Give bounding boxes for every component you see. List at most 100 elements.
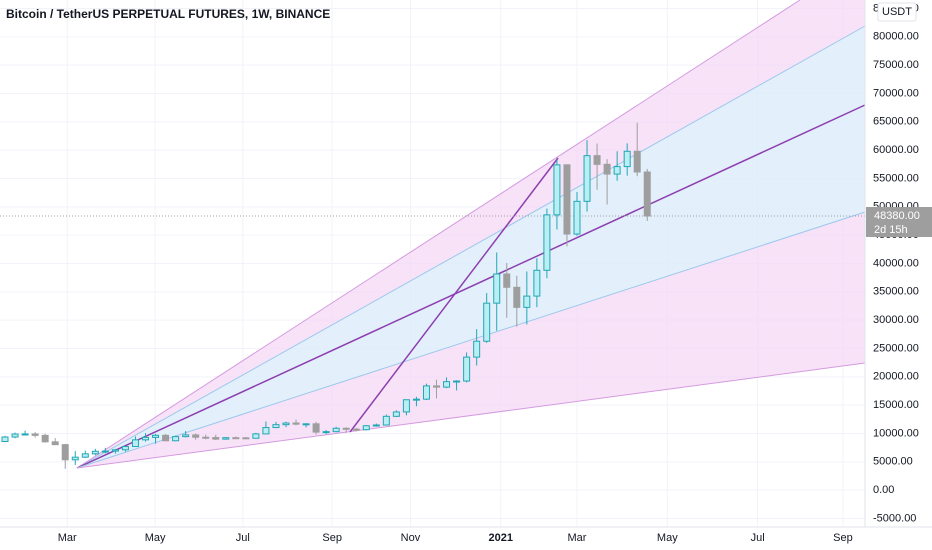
candle-body xyxy=(292,422,300,425)
candle-body xyxy=(51,441,59,446)
candle-body xyxy=(71,456,79,461)
candle-body xyxy=(332,427,340,433)
candle-body xyxy=(131,439,139,448)
candle-body xyxy=(312,423,320,433)
candle-body xyxy=(322,431,330,434)
candle-body xyxy=(453,380,461,383)
y-tick-label: 70000.00 xyxy=(873,87,919,99)
candle-body xyxy=(61,444,69,461)
last-price-label: 48380.00 xyxy=(874,210,920,222)
fan-drawing xyxy=(76,0,866,469)
candle-body xyxy=(162,434,170,442)
candle-body xyxy=(633,150,641,173)
candle-body xyxy=(111,449,119,452)
candle-body xyxy=(192,434,200,438)
y-tick-label: 65000.00 xyxy=(873,116,919,128)
candle-body xyxy=(352,428,360,431)
candle-body xyxy=(593,155,601,165)
x-tick-label: 2021 xyxy=(488,532,512,544)
y-tick-label: 20000.00 xyxy=(873,371,919,383)
candle-body xyxy=(412,398,420,401)
candle-body xyxy=(282,422,290,426)
candle-body xyxy=(422,385,430,400)
candle-body xyxy=(613,166,621,175)
fan-zone-top xyxy=(77,0,865,468)
candle-body xyxy=(623,150,631,168)
candle-body xyxy=(513,286,521,308)
candle-body xyxy=(483,302,491,342)
y-tick-label: 15000.00 xyxy=(873,399,919,411)
candle-body xyxy=(493,273,501,304)
trend-line xyxy=(349,157,559,433)
fan-line xyxy=(76,211,866,469)
y-tick-label: 35000.00 xyxy=(873,286,919,298)
candle-body xyxy=(152,434,160,438)
candle-body xyxy=(553,164,561,216)
candle-body xyxy=(182,434,190,438)
candle-body xyxy=(543,214,551,271)
fan-line xyxy=(76,25,866,469)
candle-body xyxy=(583,155,591,202)
x-tick-label: Mar xyxy=(568,532,587,544)
x-tick-label: Nov xyxy=(401,532,421,544)
candle-body xyxy=(463,356,471,382)
y-tick-label: -5000.00 xyxy=(873,512,916,524)
last-price-box xyxy=(866,207,932,237)
y-tick-label: 60000.00 xyxy=(873,144,919,156)
candle-body xyxy=(81,453,89,458)
currency[interactable]: USDT xyxy=(882,6,912,18)
candle-body xyxy=(41,434,49,443)
y-tick-label: 55000.00 xyxy=(873,172,919,184)
candle-body xyxy=(372,424,380,427)
candle-body xyxy=(262,427,270,435)
candle-body xyxy=(503,273,511,288)
candle-body xyxy=(91,450,99,455)
candle-body xyxy=(252,433,260,439)
candles xyxy=(1,122,651,469)
candle-body xyxy=(603,163,611,175)
candle-body xyxy=(232,437,240,440)
candle-body xyxy=(473,340,481,358)
candle-body xyxy=(402,399,410,413)
candle-body xyxy=(11,433,19,438)
x-tick-label: May xyxy=(145,532,166,544)
candle-body xyxy=(222,437,230,440)
y-tick-label: 25000.00 xyxy=(873,342,919,354)
y-tick-label: 5000.00 xyxy=(873,456,913,468)
candle-body xyxy=(573,200,581,235)
countdown: 2d 15h xyxy=(874,224,908,236)
fan-line xyxy=(76,0,801,469)
candle-body xyxy=(142,436,150,441)
candle-body xyxy=(101,450,109,453)
candle-body xyxy=(172,436,180,442)
x-tick-label: Jul xyxy=(751,532,765,544)
currency-badge[interactable] xyxy=(877,2,917,22)
x-tick-label: Sep xyxy=(833,532,853,544)
y-tick-label: 30000.00 xyxy=(873,314,919,326)
x-tick-label: Mar xyxy=(58,532,77,544)
candle-body xyxy=(362,425,370,431)
candle-body xyxy=(342,427,350,430)
fan-line xyxy=(76,362,866,469)
candle-body xyxy=(1,436,9,442)
candle-body xyxy=(523,295,531,308)
x-tick-label: Jul xyxy=(236,532,250,544)
candle-body xyxy=(202,436,210,439)
candle-body xyxy=(563,164,571,235)
candle-body xyxy=(212,437,220,440)
y-tick-label: 40000.00 xyxy=(873,257,919,269)
candle-body xyxy=(121,446,129,451)
y-tick-label: 80000.00 xyxy=(873,31,919,43)
candle-body xyxy=(433,385,441,388)
y-tick-label: 75000.00 xyxy=(873,59,919,71)
fan-line xyxy=(76,104,866,469)
candle-body xyxy=(443,381,451,388)
candle-body xyxy=(643,171,651,217)
candle-body xyxy=(302,423,310,426)
candle-body xyxy=(272,424,280,429)
candle-body xyxy=(31,433,39,436)
y-tick-label: 10000.00 xyxy=(873,427,919,439)
chart-title: Bitcoin / TetherUS PERPETUAL FUTURES, 1W… xyxy=(6,7,330,21)
x-tick-label: May xyxy=(657,532,678,544)
